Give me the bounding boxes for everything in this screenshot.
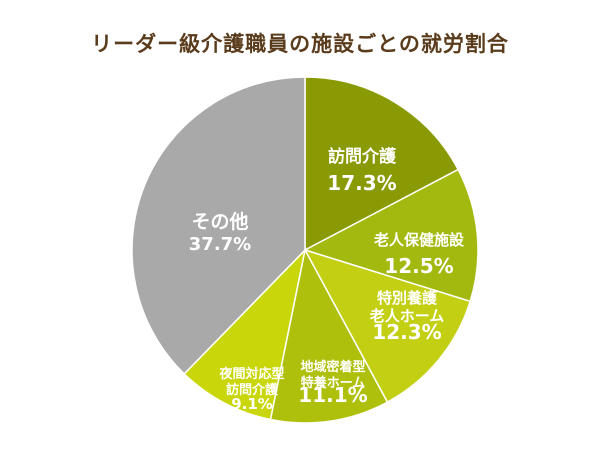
slice-value-6: 37.7% [189, 234, 251, 255]
chart-title: リーダー級介護職員の施設ごとの就労割合 [91, 32, 509, 56]
slice-label-6: その他 37.7% [189, 210, 251, 255]
pie-slice-2 [303, 168, 479, 303]
slice-label-3: 特別養護老人ホーム 12.3% [369, 289, 445, 344]
slice-name-4-line-1: 地域密着型 [300, 359, 365, 375]
slice-value-5: 9.1% [231, 395, 273, 413]
slice-label-2: 老人保健施設 12.5% [373, 231, 465, 278]
pie-slice-6 [131, 76, 306, 375]
slice-name-6-line-1: その他 [191, 210, 248, 233]
slice-name-1-line-1: 訪問介護 [328, 146, 397, 167]
pie-slice-1 [304, 76, 460, 252]
slice-name-3-line-1: 特別養護 [377, 289, 438, 307]
slice-name-4-line-2: 特養ホーム [301, 375, 366, 391]
slice-value-4: 11.1% [298, 383, 367, 407]
slice-name-5-line-1: 夜間対応型 [218, 366, 284, 382]
slice-label-1: 訪問介護 17.3% [327, 146, 397, 195]
pie-slice-3 [303, 248, 472, 404]
slice-name-5-line-2: 訪問介護 [226, 382, 279, 398]
pie-slice-4 [269, 247, 389, 424]
pie-labels: 訪問介護 17.3%老人保健施設 12.5%特別養護老人ホーム 12.3%地域密着型特… [189, 146, 465, 413]
pie-slice-5 [183, 247, 307, 421]
slice-value-1: 17.3% [327, 171, 396, 195]
slice-name-3-line-2: 老人ホーム [369, 307, 445, 325]
pie-slices [131, 76, 479, 424]
slice-label-5: 夜間対応型訪問介護 9.1% [218, 366, 284, 413]
slice-value-2: 12.5% [384, 254, 453, 278]
slice-value-3: 12.3% [372, 320, 441, 344]
slice-name-2-line-1: 老人保健施設 [373, 231, 465, 249]
slice-label-4: 地域密着型特養ホーム11.1% [298, 359, 367, 407]
